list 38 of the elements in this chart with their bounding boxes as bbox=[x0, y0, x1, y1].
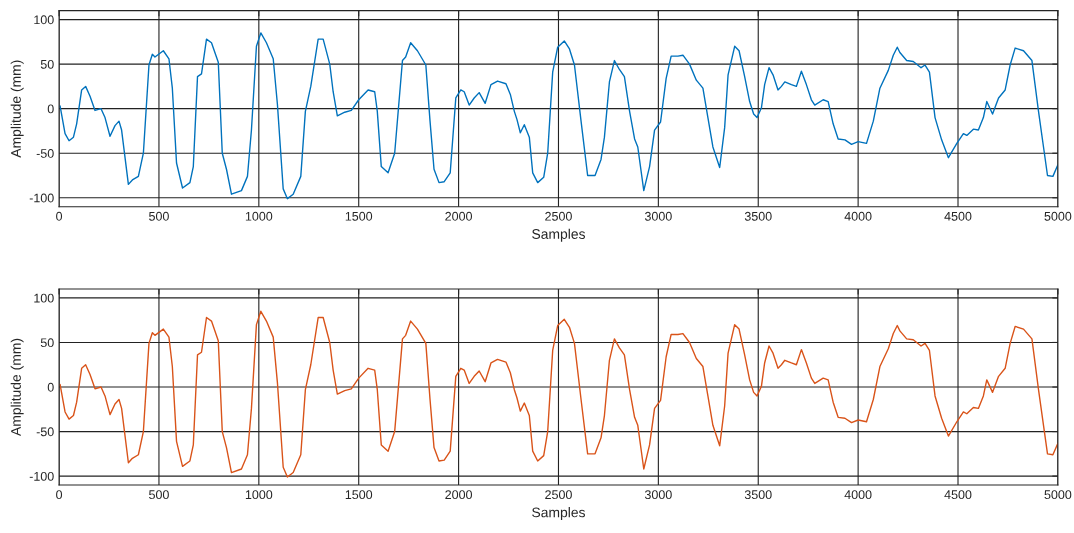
x-tick-label: 0 bbox=[56, 211, 63, 221]
y-tick-label: 50 bbox=[40, 338, 54, 348]
x-tick-label: 2000 bbox=[445, 211, 473, 221]
x-tick-label: 1500 bbox=[345, 211, 373, 221]
x-tick-label: 1000 bbox=[245, 490, 273, 500]
y-tick-label: 0 bbox=[47, 382, 54, 392]
x-tick-label: 500 bbox=[149, 211, 169, 221]
x-tick-label: 5000 bbox=[1044, 490, 1072, 500]
x-tick-label: 4500 bbox=[944, 211, 972, 221]
y-tick-label: -50 bbox=[36, 149, 54, 158]
y-axis-title: Amplitude (mm) bbox=[10, 60, 24, 158]
x-tick-label: 1500 bbox=[345, 490, 373, 500]
x-tick-label: 3000 bbox=[644, 211, 672, 221]
x-axis-title: Samples bbox=[532, 507, 585, 521]
y-tick-label: -100 bbox=[29, 193, 54, 203]
line-series bbox=[59, 310, 1058, 478]
x-tick-label: 3500 bbox=[744, 490, 772, 500]
x-axis-title: Samples bbox=[532, 228, 585, 242]
y-tick-label: 100 bbox=[34, 293, 54, 303]
line-series bbox=[59, 32, 1058, 200]
x-tick-label: 5000 bbox=[1044, 211, 1072, 221]
y-tick-label: 0 bbox=[47, 104, 54, 114]
y-axis-title: Amplitude (mm) bbox=[10, 338, 24, 436]
x-tick-label: 500 bbox=[149, 490, 169, 500]
x-tick-label: 4000 bbox=[844, 490, 872, 500]
x-tick-label: 4500 bbox=[944, 490, 972, 500]
x-tick-label: 2500 bbox=[545, 211, 572, 221]
y-tick-label: 50 bbox=[40, 59, 54, 69]
x-tick-label: 3000 bbox=[644, 490, 672, 500]
x-tick-label: 4000 bbox=[844, 211, 872, 221]
x-tick-label: 3500 bbox=[744, 211, 772, 221]
y-tick-label: -50 bbox=[36, 427, 54, 437]
y-tick-label: 100 bbox=[34, 15, 54, 25]
x-tick-label: 2500 bbox=[545, 490, 572, 500]
x-tick-label: 1000 bbox=[245, 211, 273, 221]
x-tick-label: 2000 bbox=[445, 490, 473, 500]
x-tick-label: 0 bbox=[56, 490, 63, 500]
y-tick-label: -100 bbox=[29, 471, 54, 481]
